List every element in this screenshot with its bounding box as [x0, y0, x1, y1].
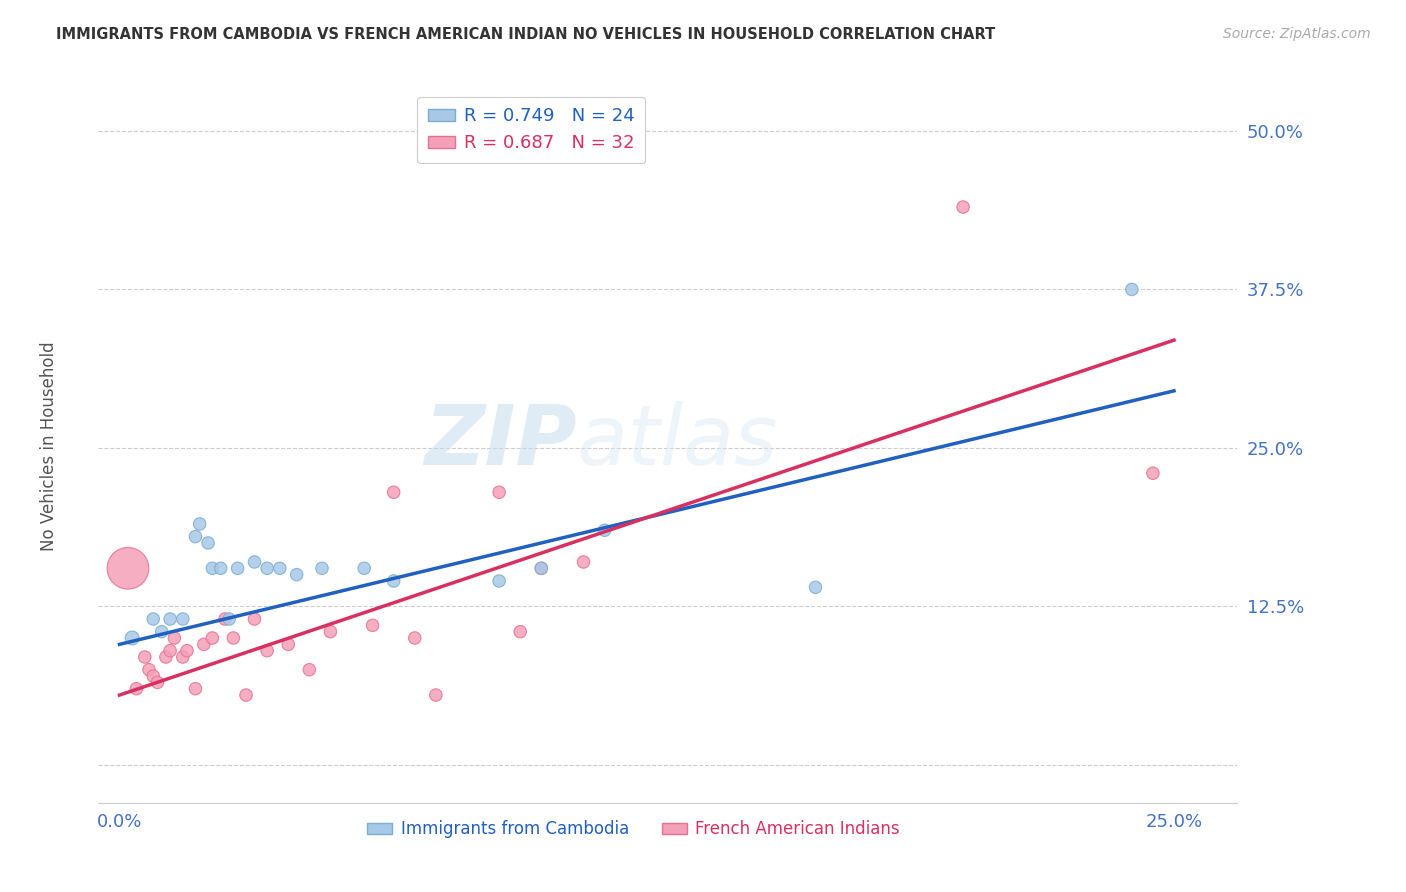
Text: IMMIGRANTS FROM CAMBODIA VS FRENCH AMERICAN INDIAN NO VEHICLES IN HOUSEHOLD CORR: IMMIGRANTS FROM CAMBODIA VS FRENCH AMERI… — [56, 27, 995, 42]
Point — [159, 612, 181, 626]
Legend: Immigrants from Cambodia, French American Indians: Immigrants from Cambodia, French America… — [360, 814, 907, 845]
Point — [509, 624, 531, 639]
Point — [311, 561, 333, 575]
Point — [222, 631, 245, 645]
Point — [214, 612, 236, 626]
Point — [530, 561, 553, 575]
Point — [193, 637, 215, 651]
Text: atlas: atlas — [576, 401, 779, 482]
Point — [593, 523, 616, 537]
Point — [117, 561, 139, 575]
Text: Source: ZipAtlas.com: Source: ZipAtlas.com — [1223, 27, 1371, 41]
Point — [235, 688, 257, 702]
Point — [163, 631, 186, 645]
Text: No Vehicles in Household: No Vehicles in Household — [41, 341, 58, 551]
Point — [1142, 467, 1164, 481]
Point — [243, 612, 266, 626]
Point — [353, 561, 375, 575]
Point — [188, 516, 211, 531]
Point — [404, 631, 426, 645]
Text: ZIP: ZIP — [425, 401, 576, 482]
Point — [146, 675, 169, 690]
Point — [277, 637, 299, 651]
Point — [142, 612, 165, 626]
Point — [184, 530, 207, 544]
Point — [159, 643, 181, 657]
Point — [530, 561, 553, 575]
Point — [382, 485, 405, 500]
Point — [243, 555, 266, 569]
Point — [285, 567, 308, 582]
Point — [1121, 282, 1143, 296]
Point — [361, 618, 384, 632]
Point — [572, 555, 595, 569]
Point — [382, 574, 405, 588]
Point — [197, 536, 219, 550]
Point — [138, 663, 160, 677]
Point — [142, 669, 165, 683]
Point — [201, 561, 224, 575]
Point — [298, 663, 321, 677]
Point — [269, 561, 291, 575]
Point — [134, 650, 156, 665]
Point — [425, 688, 447, 702]
Point — [488, 485, 510, 500]
Point — [125, 681, 148, 696]
Point — [226, 561, 249, 575]
Point — [218, 612, 240, 626]
Point — [176, 643, 198, 657]
Point — [319, 624, 342, 639]
Point — [121, 631, 143, 645]
Point — [256, 643, 278, 657]
Point — [201, 631, 224, 645]
Point — [172, 612, 194, 626]
Point — [184, 681, 207, 696]
Point — [804, 580, 827, 594]
Point — [256, 561, 278, 575]
Point — [150, 624, 173, 639]
Point — [155, 650, 177, 665]
Point — [952, 200, 974, 214]
Point — [209, 561, 232, 575]
Point — [488, 574, 510, 588]
Point — [172, 650, 194, 665]
